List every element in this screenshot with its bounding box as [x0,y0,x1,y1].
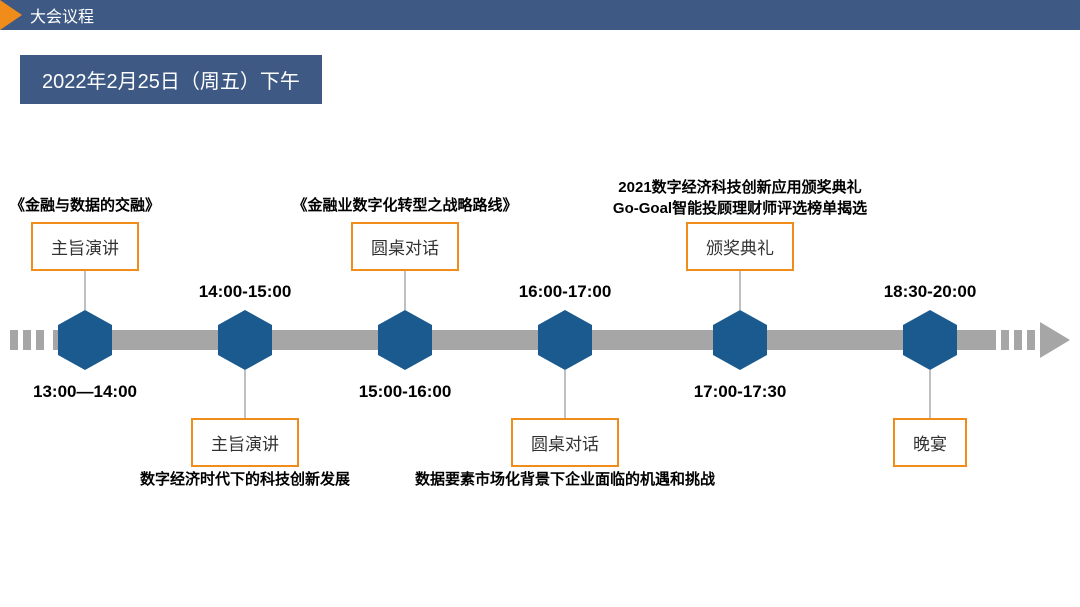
dash-segment [1027,330,1035,350]
time-label: 14:00-15:00 [199,282,292,302]
header-title: 大会议程 [30,3,94,27]
event-box: 主旨演讲 [31,222,139,271]
event-box: 主旨演讲 [191,418,299,467]
event-box: 晚宴 [893,418,967,467]
connector-line [564,370,566,418]
dash-segment [36,330,44,350]
time-label: 16:00-17:00 [519,282,612,302]
extra-label: 数据要素市场化背景下企业面临的机遇和挑战 [415,468,715,489]
timeline-hexagon [538,310,592,370]
timeline-hexagon [218,310,272,370]
time-label: 17:00-17:30 [694,382,787,402]
extra-label: 《金融与数据的交融》 [10,194,160,215]
dash-segment [10,330,18,350]
date-badge: 2022年2月25日（周五）下午 [20,55,322,104]
extra-label: 2021数字经济科技创新应用颁奖典礼 Go-Goal智能投顾理财师评选榜单揭选 [613,176,867,218]
connector-line [244,370,246,418]
dash-segment [23,330,31,350]
event-box: 圆桌对话 [351,222,459,271]
extra-label: 数字经济时代下的科技创新发展 [140,468,350,489]
timeline-hexagon [903,310,957,370]
time-label: 15:00-16:00 [359,382,452,402]
timeline-hexagon [713,310,767,370]
header-triangle-icon [0,0,22,30]
timeline-solid [53,330,996,350]
extra-label: 《金融业数字化转型之战略路线》 [292,194,517,215]
header-bar: 大会议程 [0,0,1080,30]
dash-segment [1001,330,1009,350]
timeline-hexagon [378,310,432,370]
timeline-hexagon [58,310,112,370]
arrow-head-icon [1040,322,1070,358]
connector-line [929,370,931,418]
time-label: 18:30-20:00 [884,282,977,302]
event-box: 圆桌对话 [511,418,619,467]
time-label: 13:00—14:00 [33,382,137,402]
dash-segment [1014,330,1022,350]
event-box: 颁奖典礼 [686,222,794,271]
